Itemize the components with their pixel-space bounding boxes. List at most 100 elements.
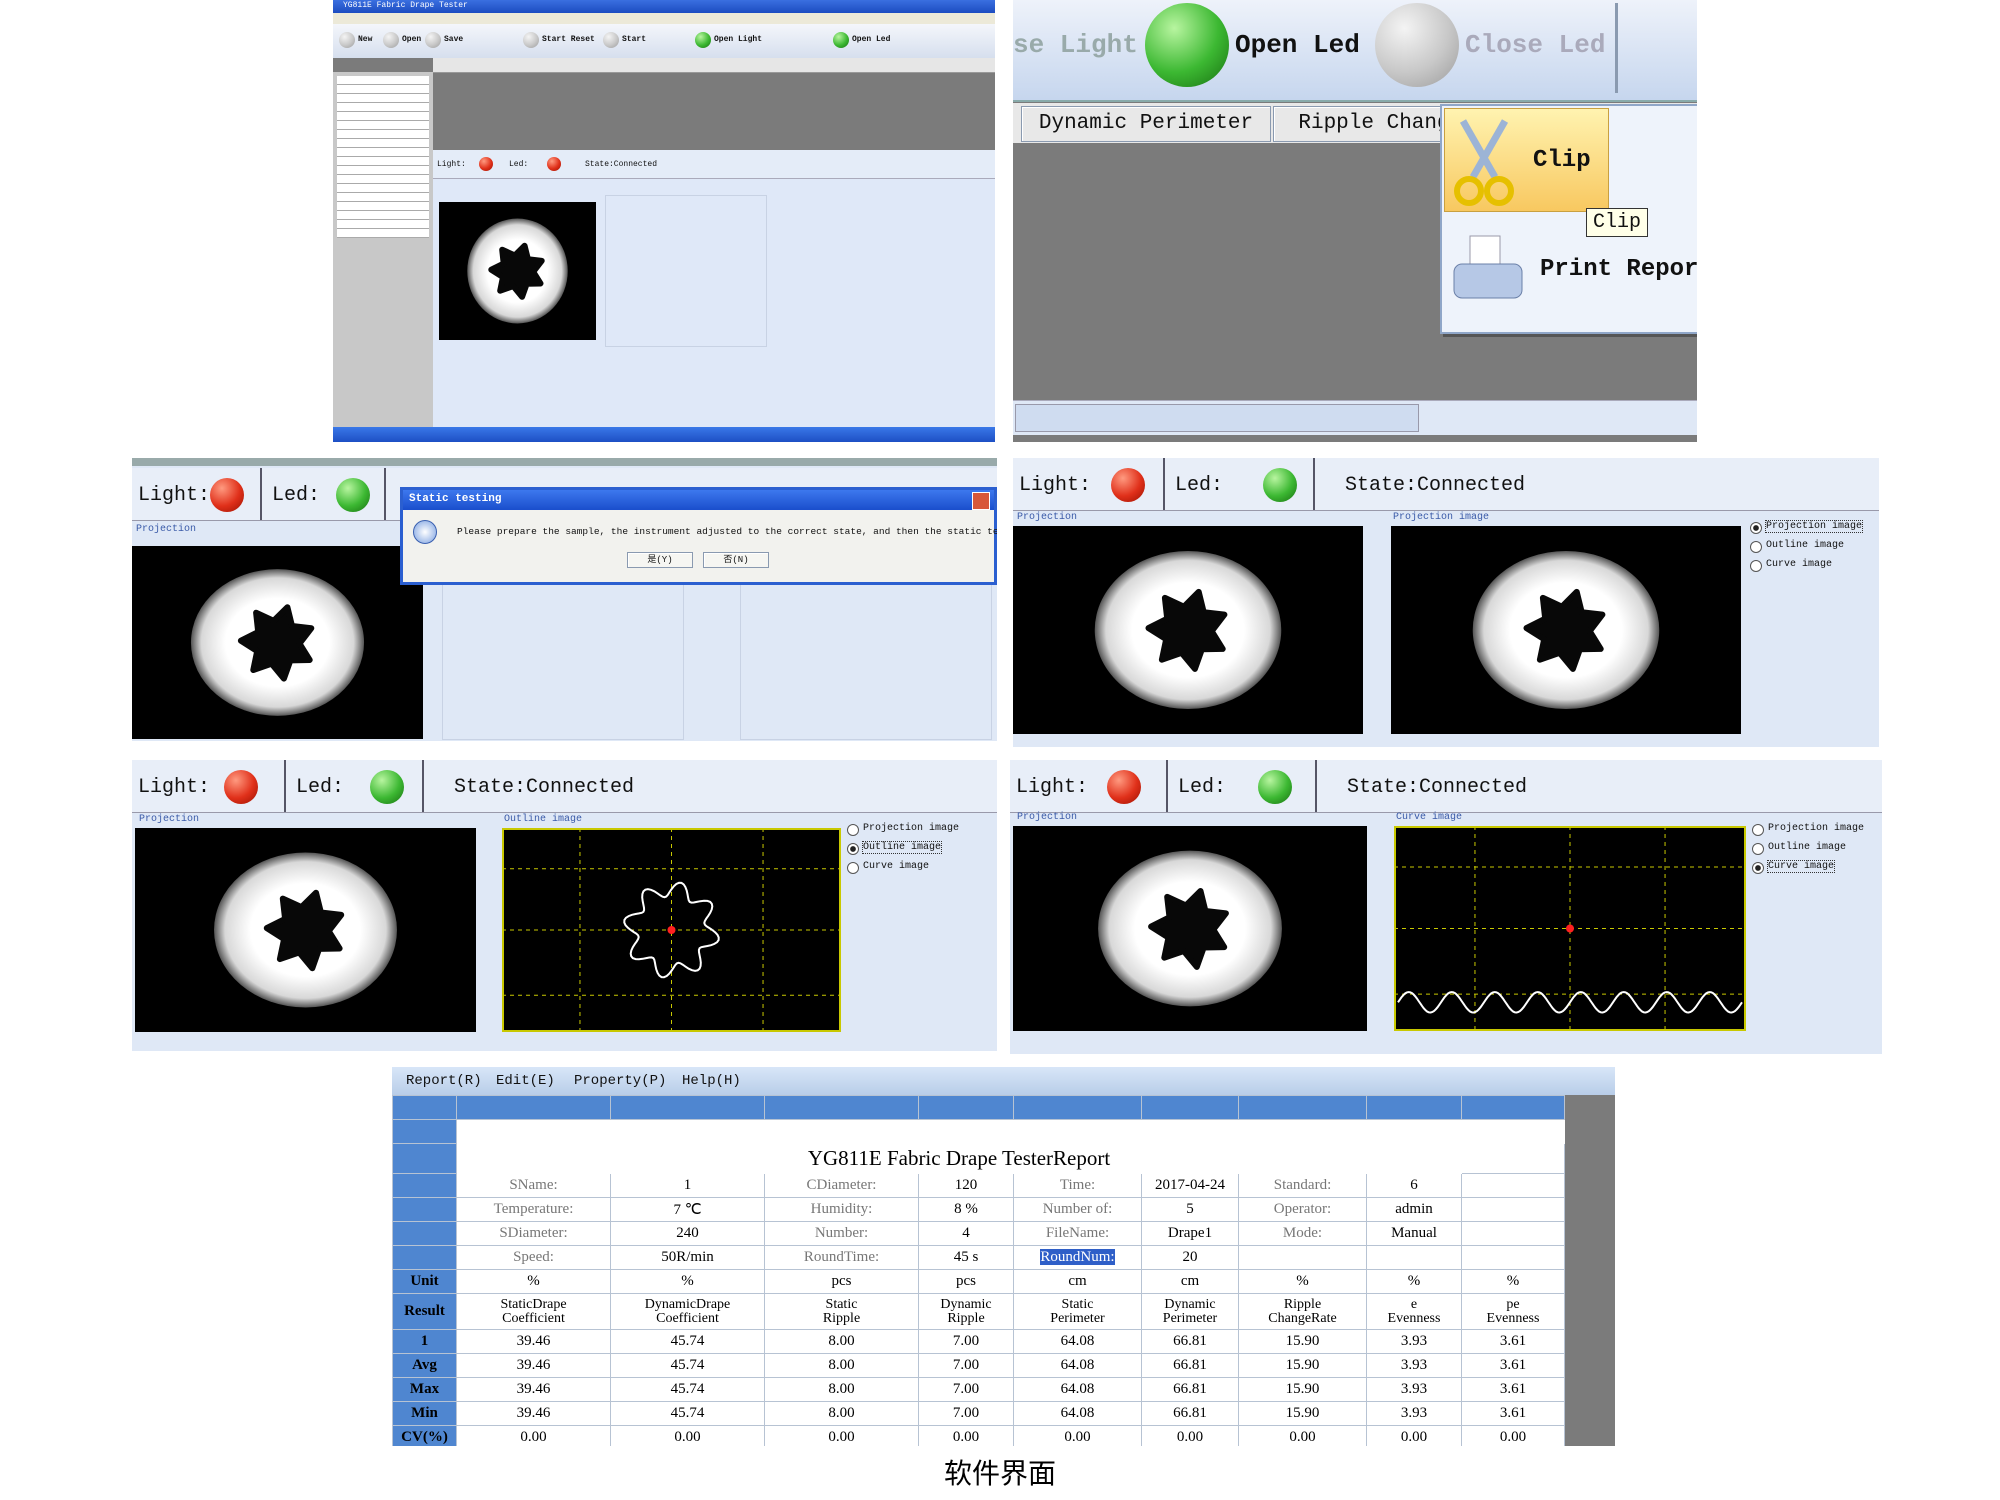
scissors-icon	[1454, 119, 1514, 206]
menu-item[interactable]: Property(P)	[574, 1073, 667, 1089]
side-panel	[333, 72, 433, 427]
table-row: SName: 1 CDiameter: 120 Time: 2017-04-24 Stand…	[392, 1173, 1565, 1198]
toolbar-button[interactable]: Close Led	[1465, 30, 1606, 60]
radio-button	[847, 843, 859, 855]
image-border	[1394, 826, 1746, 1031]
table-cell: 8.00	[764, 1377, 919, 1402]
radio-label: Curve image	[1766, 559, 1833, 570]
empty-cell	[392, 1173, 457, 1198]
table-cell: Operator:	[1238, 1197, 1367, 1222]
table-cell: SDiameter:	[456, 1221, 611, 1246]
radio-option[interactable]: Curve image	[1752, 860, 1878, 876]
radio-option[interactable]: Projection image	[1752, 822, 1878, 838]
led-button-icon	[1145, 3, 1229, 87]
tab-strip	[433, 58, 995, 73]
table-cell: 64.08	[1013, 1401, 1142, 1426]
ripple-curve	[1397, 991, 1743, 1014]
table-cell: 240	[610, 1221, 765, 1246]
separator	[1315, 760, 1317, 812]
table-cell: admin	[1366, 1197, 1462, 1222]
radio-option[interactable]: Projection image	[1750, 520, 1876, 536]
toolbar-icon	[339, 32, 355, 48]
report-table: YG811E Fabric Drape TesterReport SName: 1 C…	[392, 1095, 1565, 1446]
table-cell: 7.00	[918, 1329, 1014, 1354]
toolbar-label: Save	[444, 35, 464, 44]
drape-shadow	[1148, 888, 1229, 970]
led-indicator	[1263, 468, 1297, 502]
blade	[1469, 119, 1509, 179]
radio-option[interactable]: Outline image	[1750, 539, 1876, 555]
window-edge	[132, 458, 997, 466]
radio-option[interactable]: Projection image	[847, 822, 973, 838]
menu-item[interactable]: Clip	[1444, 108, 1609, 212]
table-cell: SName:	[456, 1173, 611, 1198]
toolbar-button[interactable]: se Light	[1013, 30, 1138, 60]
radio-option[interactable]: Outline image	[847, 841, 973, 857]
radio-option[interactable]: Curve image	[1750, 558, 1876, 574]
tab[interactable]: Dynamic Perimeter	[1021, 106, 1271, 142]
table-cell: 8.00	[764, 1353, 919, 1378]
table-cell: Ripple ChangeRate	[1238, 1293, 1367, 1330]
empty-cell	[1013, 1119, 1142, 1144]
toolbar-label: Start Reset	[542, 35, 595, 44]
static-test-panel: Light: Led: Projection Static testing Please…	[132, 458, 997, 741]
work-area: Light: Led: State:Connected	[433, 150, 995, 427]
printer-body	[1453, 263, 1523, 299]
table-cell: 3.61	[1461, 1329, 1565, 1354]
empty-cell	[764, 1095, 919, 1120]
empty-cell	[456, 1095, 611, 1120]
empty-cell	[392, 1197, 457, 1222]
table-cell: 45.74	[610, 1329, 765, 1354]
table-cell: 7.00	[918, 1353, 1014, 1378]
table-cell: %	[610, 1269, 765, 1294]
table-cell: Result	[392, 1293, 457, 1330]
dialog-button[interactable]: 是(Y)	[627, 552, 693, 568]
empty-cell	[1366, 1245, 1462, 1270]
menu-item[interactable]: Help(H)	[682, 1073, 741, 1089]
light-indicator	[479, 157, 493, 171]
table-cell: 7.00	[918, 1377, 1014, 1402]
radio-option[interactable]: Curve image	[847, 860, 973, 876]
dialog-close[interactable]	[972, 492, 990, 510]
menu-item[interactable]: Edit(E)	[496, 1073, 555, 1089]
menu-item[interactable]: Report(R)	[406, 1073, 482, 1089]
table-cell: RoundTime:	[764, 1245, 919, 1270]
radio-label: Projection image	[863, 823, 960, 834]
center-point	[1566, 924, 1574, 933]
separator	[1166, 760, 1168, 812]
selected-text: RoundNum:	[1040, 1249, 1115, 1265]
menu-item[interactable]: Print Repor	[1444, 216, 1697, 326]
led-label: Led:	[509, 160, 529, 169]
light-indicator	[1111, 468, 1145, 502]
table-cell: FileName:	[1013, 1221, 1142, 1246]
state-label: State:Connected	[454, 776, 635, 799]
table-cell: pcs	[764, 1269, 919, 1294]
button-strip	[1013, 0, 1697, 102]
image-label: Projection image	[1393, 512, 1490, 523]
toolbar-icon	[603, 32, 619, 48]
table-cell: cm	[1141, 1269, 1239, 1294]
blade	[1459, 119, 1499, 179]
table-cell: 120	[918, 1173, 1014, 1198]
table-cell: 0.00	[610, 1425, 765, 1446]
table-cell: RoundNum:	[1013, 1245, 1142, 1270]
empty-cell	[918, 1095, 1014, 1120]
menu-label: Print Repor	[1540, 256, 1697, 283]
table-cell: pe Evenness	[1461, 1293, 1565, 1330]
toolbar-button[interactable]: Open Led	[1235, 30, 1360, 60]
dialog-message: Please prepare the sample, the instrumen…	[457, 526, 997, 537]
dialog-button[interactable]: 否(N)	[703, 552, 769, 568]
table-cell: %	[1461, 1269, 1565, 1294]
table-cell: 0.00	[1461, 1425, 1565, 1446]
empty-cell	[392, 1245, 457, 1270]
status-strip	[1013, 458, 1879, 511]
table-cell: 15.90	[1238, 1377, 1367, 1402]
radio-button	[1752, 862, 1764, 874]
radio-option[interactable]: Outline image	[1752, 841, 1878, 857]
dialog-title: Static testing	[409, 493, 502, 505]
table-cell: 1	[392, 1329, 457, 1354]
projection-label: Projection	[1017, 512, 1078, 523]
toolbar-icon	[833, 32, 849, 48]
table-cell: Time:	[1013, 1173, 1142, 1198]
light-indicator	[224, 770, 258, 804]
